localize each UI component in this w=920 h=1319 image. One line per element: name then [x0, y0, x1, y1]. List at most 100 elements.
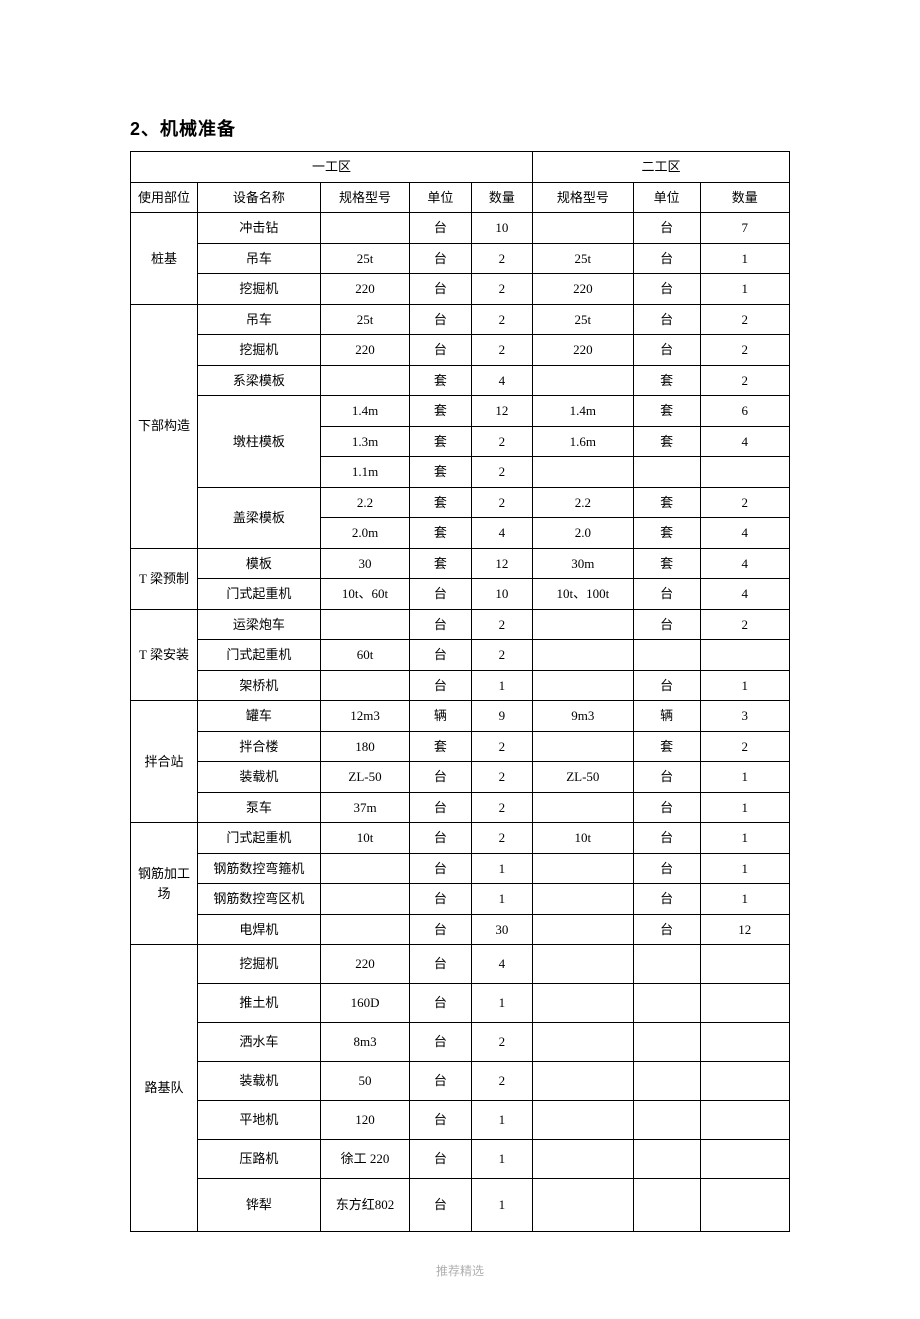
- spec1-cell: 10t、60t: [320, 579, 409, 610]
- equip-cell: 洒水车: [198, 1023, 321, 1062]
- spec2-cell: 30m: [533, 548, 634, 579]
- col-equip: 设备名称: [198, 182, 321, 213]
- qty1-cell: 2: [471, 487, 532, 518]
- spec1-cell: [320, 609, 409, 640]
- table-row: 挖掘机220台2220台1: [131, 274, 790, 305]
- col-qty1: 数量: [471, 182, 532, 213]
- qty1-cell: 4: [471, 365, 532, 396]
- dept-cell: T 梁安装: [131, 609, 198, 701]
- qty2-cell: 2: [700, 487, 789, 518]
- equip-cell: 运梁炮车: [198, 609, 321, 640]
- unit1-cell: 台: [410, 213, 471, 244]
- unit1-cell: 台: [410, 792, 471, 823]
- spec2-cell: [533, 609, 634, 640]
- qty1-cell: 2: [471, 640, 532, 671]
- qty2-cell: [700, 1140, 789, 1179]
- unit2-cell: [633, 1101, 700, 1140]
- spec2-cell: [533, 1023, 634, 1062]
- unit1-cell: 套: [410, 426, 471, 457]
- dept-cell: 钢筋加工场: [131, 823, 198, 945]
- equip-cell: 装载机: [198, 762, 321, 793]
- unit2-cell: [633, 1062, 700, 1101]
- dept-cell: 路基队: [131, 945, 198, 1232]
- qty2-cell: 4: [700, 518, 789, 549]
- qty1-cell: 2: [471, 762, 532, 793]
- equip-cell: 平地机: [198, 1101, 321, 1140]
- qty1-cell: 2: [471, 426, 532, 457]
- equip-cell: 装载机: [198, 1062, 321, 1101]
- spec1-cell: 25t: [320, 243, 409, 274]
- spec1-cell: 8m3: [320, 1023, 409, 1062]
- table-row: 门式起重机10t、60t台1010t、100t台4: [131, 579, 790, 610]
- qty1-cell: 10: [471, 213, 532, 244]
- unit1-cell: 台: [410, 609, 471, 640]
- equip-cell: 盖梁模板: [198, 487, 321, 548]
- qty2-cell: [700, 1101, 789, 1140]
- qty1-cell: 1: [471, 1101, 532, 1140]
- qty2-cell: 2: [700, 609, 789, 640]
- spec2-cell: [533, 670, 634, 701]
- spec1-cell: 1.1m: [320, 457, 409, 488]
- table-row: 拌合楼180套2套2: [131, 731, 790, 762]
- unit1-cell: 台: [410, 243, 471, 274]
- col-spec2: 规格型号: [533, 182, 634, 213]
- table-row: T 梁安装运梁炮车台2台2: [131, 609, 790, 640]
- spec2-cell: [533, 1101, 634, 1140]
- equip-cell: 架桥机: [198, 670, 321, 701]
- table-row: 桩基冲击钻台10台7: [131, 213, 790, 244]
- equip-cell: 罐车: [198, 701, 321, 732]
- spec2-cell: 10t、100t: [533, 579, 634, 610]
- table-row: 盖梁模板2.2套22.2套2: [131, 487, 790, 518]
- equip-cell: 拌合楼: [198, 731, 321, 762]
- spec1-cell: 60t: [320, 640, 409, 671]
- qty2-cell: [700, 1023, 789, 1062]
- spec2-cell: [533, 853, 634, 884]
- table-row: 洒水车8m3台2: [131, 1023, 790, 1062]
- spec2-cell: [533, 884, 634, 915]
- unit2-cell: 台: [633, 823, 700, 854]
- unit1-cell: 台: [410, 884, 471, 915]
- unit2-cell: 套: [633, 518, 700, 549]
- unit1-cell: 套: [410, 487, 471, 518]
- qty2-cell: 4: [700, 548, 789, 579]
- qty2-cell: 1: [700, 792, 789, 823]
- qty1-cell: 1: [471, 1140, 532, 1179]
- spec1-cell: 160D: [320, 984, 409, 1023]
- spec1-cell: 180: [320, 731, 409, 762]
- unit1-cell: 台: [410, 274, 471, 305]
- qty2-cell: [700, 640, 789, 671]
- spec1-cell: [320, 670, 409, 701]
- unit1-cell: 套: [410, 365, 471, 396]
- qty1-cell: 30: [471, 914, 532, 945]
- spec1-cell: 37m: [320, 792, 409, 823]
- zone2-header: 二工区: [533, 152, 790, 183]
- equip-cell: 挖掘机: [198, 335, 321, 366]
- qty1-cell: 2: [471, 243, 532, 274]
- equip-cell: 挖掘机: [198, 945, 321, 984]
- dept-cell: T 梁预制: [131, 548, 198, 609]
- unit2-cell: [633, 640, 700, 671]
- spec2-cell: 2.0: [533, 518, 634, 549]
- table-row: 钢筋数控弯箍机台1台1: [131, 853, 790, 884]
- qty1-cell: 2: [471, 304, 532, 335]
- qty2-cell: 2: [700, 304, 789, 335]
- spec2-cell: 1.4m: [533, 396, 634, 427]
- qty1-cell: 2: [471, 792, 532, 823]
- unit1-cell: 套: [410, 731, 471, 762]
- qty1-cell: 2: [471, 1023, 532, 1062]
- unit1-cell: 台: [410, 853, 471, 884]
- spec1-cell: 25t: [320, 304, 409, 335]
- unit2-cell: 台: [633, 335, 700, 366]
- unit1-cell: 辆: [410, 701, 471, 732]
- table-row: 下部构造吊车25t台225t台2: [131, 304, 790, 335]
- unit2-cell: [633, 984, 700, 1023]
- spec2-cell: 220: [533, 274, 634, 305]
- spec2-cell: 25t: [533, 304, 634, 335]
- spec1-cell: 1.3m: [320, 426, 409, 457]
- equip-cell: 墩柱模板: [198, 396, 321, 488]
- table-row: 架桥机台1台1: [131, 670, 790, 701]
- unit2-cell: 套: [633, 731, 700, 762]
- table-row: 装载机ZL-50台2ZL-50台1: [131, 762, 790, 793]
- unit2-cell: 套: [633, 426, 700, 457]
- col-dept: 使用部位: [131, 182, 198, 213]
